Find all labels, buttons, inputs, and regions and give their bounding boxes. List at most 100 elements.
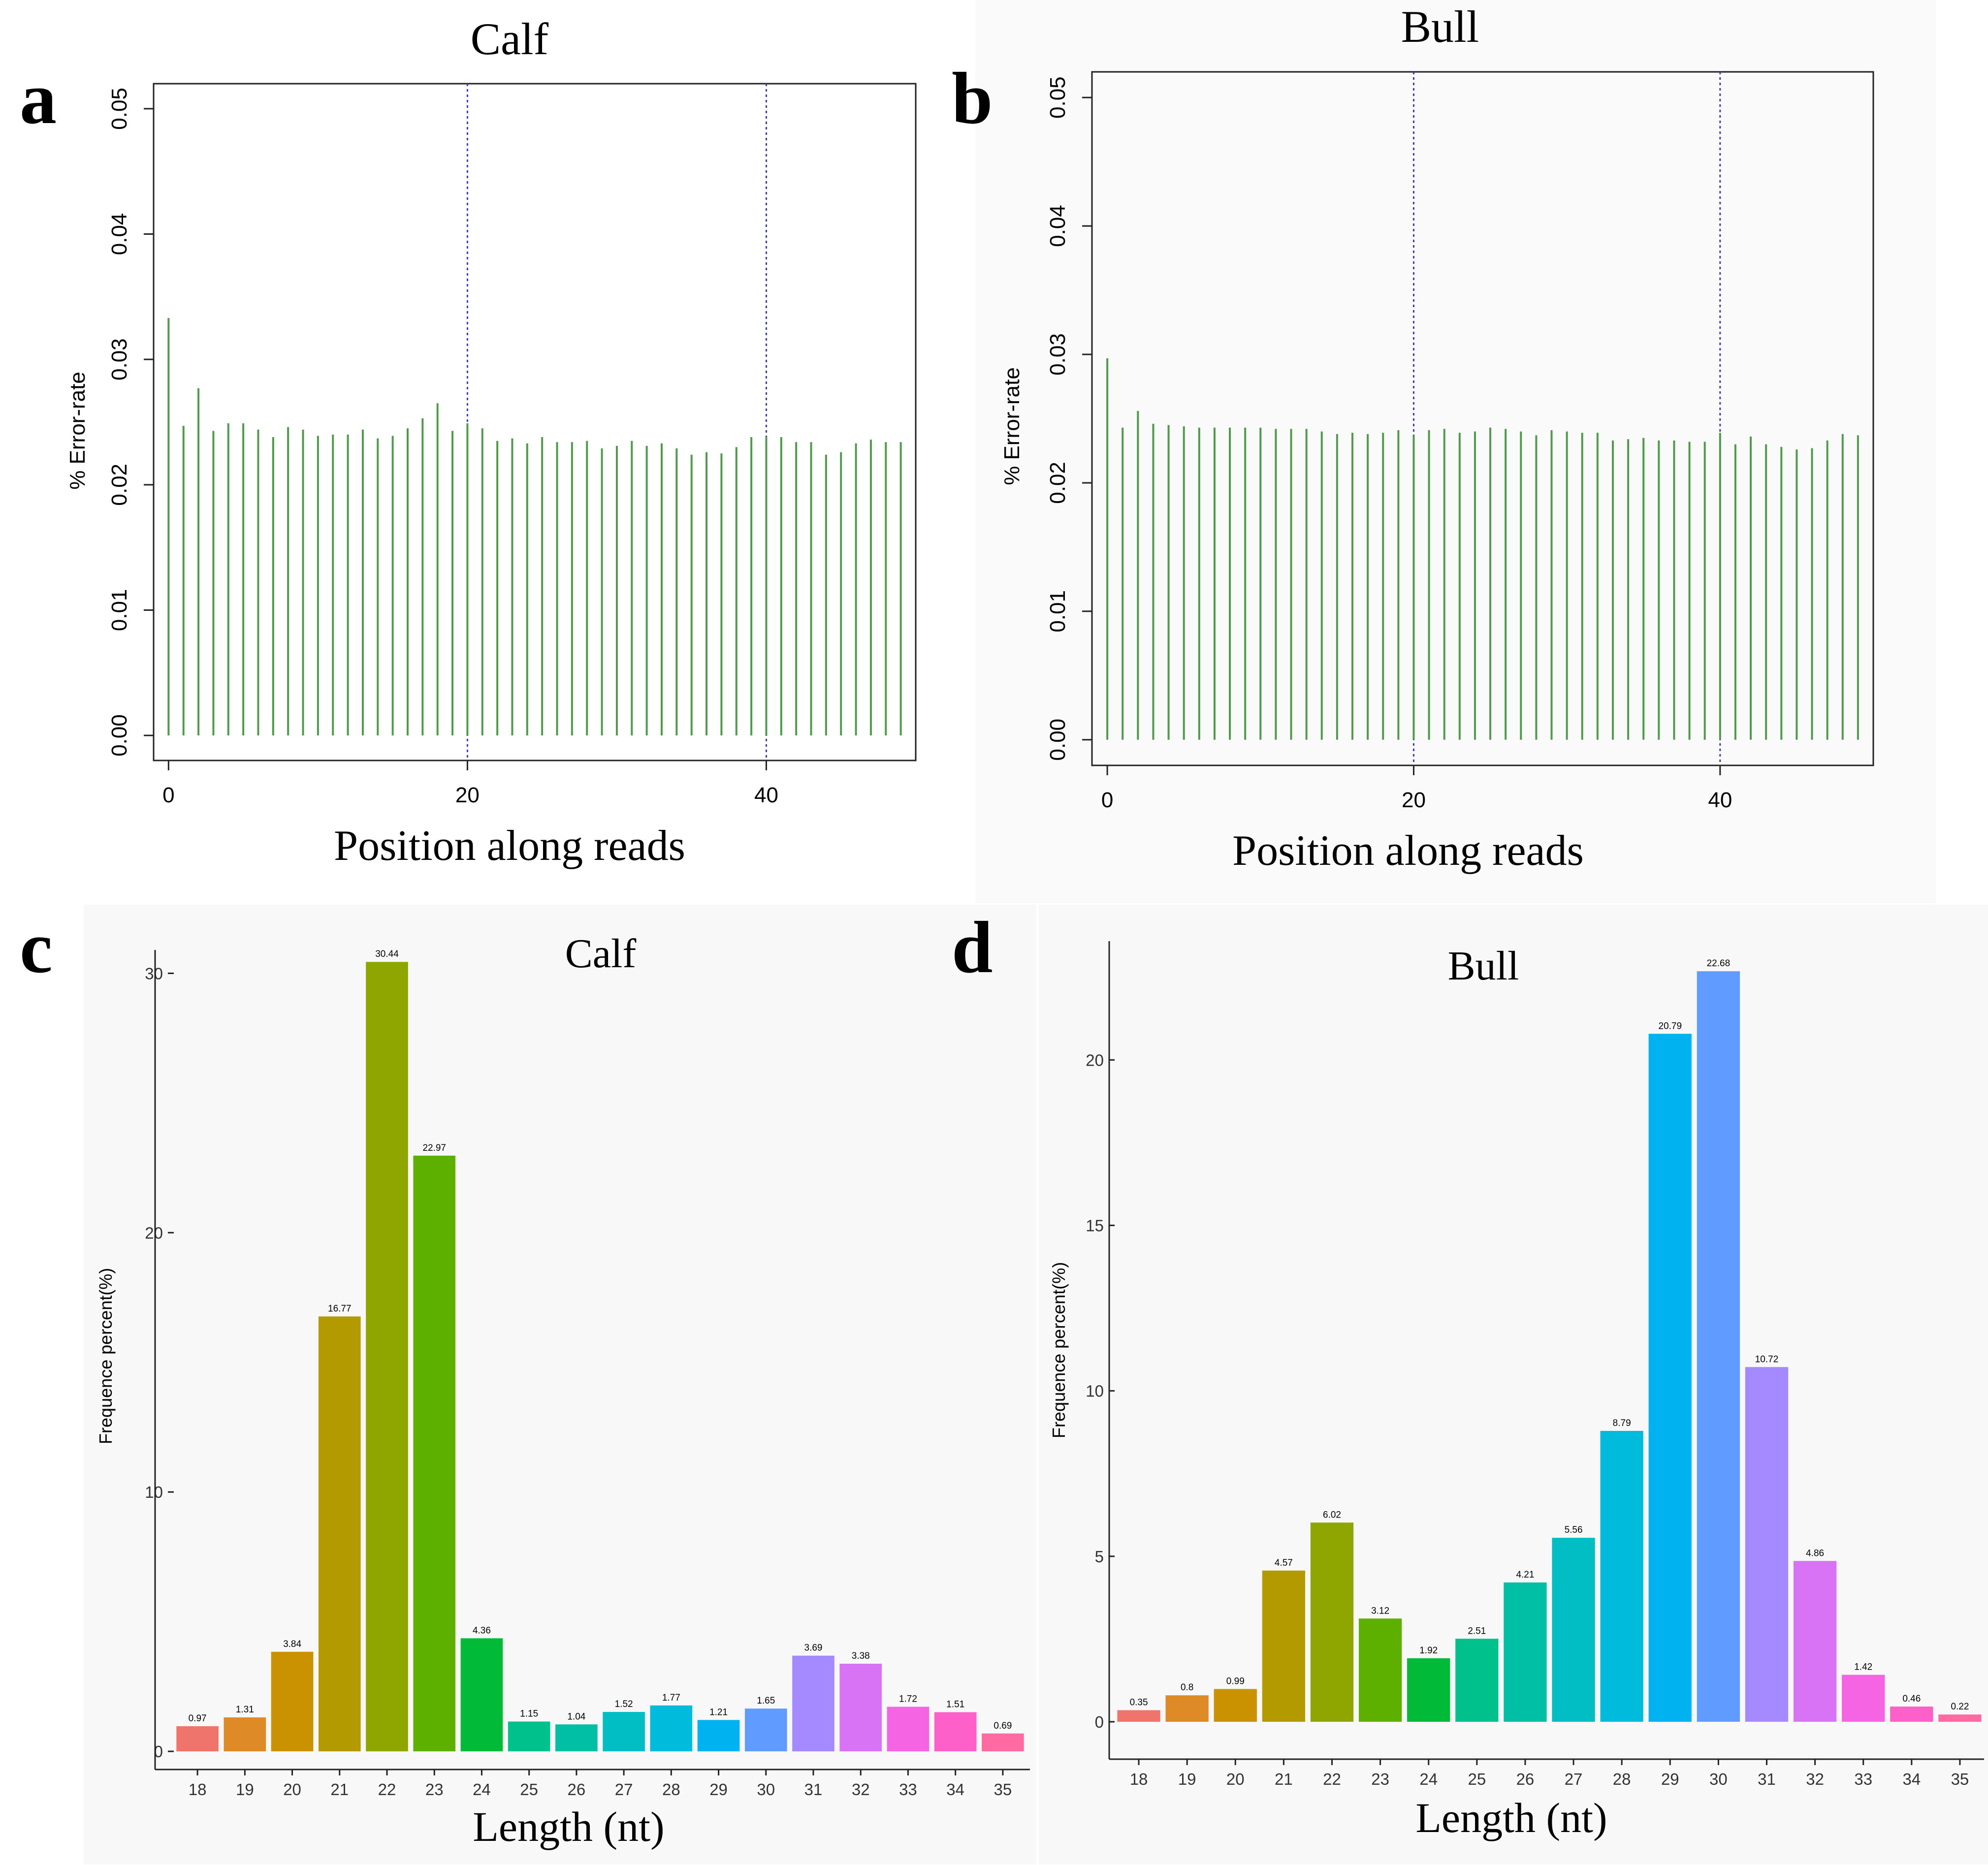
panel-c-bar-value-label: 0.69 <box>994 1721 1012 1731</box>
panel-d-bar-value-label: 0.8 <box>1181 1682 1193 1693</box>
panel-c-x-tick-label: 18 <box>189 1780 207 1799</box>
panel-b-chart: Bull 0.00 0.01 0.02 0.03 0.04 0.05 0 20 40 % Er… <box>1000 1 1874 875</box>
panel-c-bar-28 <box>650 1705 693 1752</box>
panel-c-bar-value-label: 30.44 <box>375 949 399 959</box>
panel-c-bar-24 <box>460 1638 503 1752</box>
panel-d-chart: Bull 0.35 0.8 0.99 4.57 6.02 3.12 1.92 2.51 4.21… <box>1049 941 1984 1841</box>
panel-c-bar-value-label: 1.04 <box>567 1711 585 1722</box>
panel-d-bar-29 <box>1648 1034 1692 1722</box>
panel-d-bar-21 <box>1262 1570 1306 1722</box>
panel-a-chart: Calf 0.00 0.01 0.02 0.03 0.04 0.05 0 20 40 % Er… <box>65 14 917 870</box>
panel-c-bar-33 <box>887 1707 930 1752</box>
panel-a-x-tick-label: 40 <box>754 783 778 807</box>
panel-a-x-axis-label: Position along reads <box>334 822 685 870</box>
panel-d-title: Bull <box>1448 943 1519 989</box>
panel-c-x-tick-label: 25 <box>520 1780 538 1799</box>
panel-d-x-tick-label: 21 <box>1275 1770 1293 1788</box>
panel-a-y-tick-label: 0.00 <box>107 714 131 757</box>
panel-c-bar-value-label: 16.77 <box>328 1304 352 1314</box>
panel-d-bar-value-label: 5.56 <box>1565 1525 1583 1535</box>
panel-d-bar-34 <box>1890 1707 1933 1722</box>
panel-c-bar-value-label: 1.72 <box>899 1694 917 1704</box>
panel-a-x-tick-label: 20 <box>455 783 480 807</box>
panel-c-y-tick-label: 0 <box>154 1742 163 1761</box>
panel-b-y-tick-label: 0.04 <box>1046 205 1070 247</box>
panel-c-bar-value-label: 4.36 <box>473 1625 491 1636</box>
panel-d-bar-32 <box>1793 1561 1837 1722</box>
panel-d-bar-26 <box>1504 1582 1547 1722</box>
panel-d-bar-33 <box>1842 1675 1885 1722</box>
panel-d-bar-31 <box>1745 1367 1789 1722</box>
panel-d-bar-value-label: 4.57 <box>1275 1558 1293 1568</box>
panel-b-y-tick-label: 0.02 <box>1046 462 1070 504</box>
panel-d-x-tick-label: 25 <box>1468 1770 1486 1788</box>
panel-c-y-axis-label: Frequence percent(%) <box>96 1268 116 1444</box>
panel-c-bar-26 <box>555 1724 598 1752</box>
panel-c-bar-19 <box>224 1717 266 1752</box>
panel-c-bar-27 <box>603 1712 645 1752</box>
panel-d-x-tick-label: 32 <box>1806 1770 1824 1788</box>
panel-d-bar-value-label: 10.72 <box>1755 1354 1779 1364</box>
panel-d-y-tick-label: 10 <box>1086 1382 1104 1400</box>
panel-d-letter: d <box>952 907 993 988</box>
panel-c-x-tick-label: 34 <box>946 1780 964 1799</box>
panel-b-x-tick-label: 40 <box>1708 788 1732 812</box>
panel-c-bar-value-label: 1.31 <box>236 1705 254 1715</box>
panel-d-x-tick-label: 20 <box>1226 1770 1245 1788</box>
panel-b-title: Bull <box>1401 1 1479 52</box>
panel-d-x-tick-label: 29 <box>1661 1770 1679 1788</box>
panel-d-bar-22 <box>1310 1522 1354 1722</box>
panel-d-x-tick-label: 18 <box>1130 1770 1148 1788</box>
panel-c-bar-18 <box>176 1726 219 1752</box>
panel-d-bar-value-label: 0.35 <box>1130 1697 1148 1707</box>
panel-b-y-tick-label: 0.03 <box>1046 333 1070 376</box>
panel-a-y-axis-label: % Error-rate <box>65 372 90 490</box>
panel-d-x-tick-label: 33 <box>1854 1770 1872 1788</box>
panel-d-bar-23 <box>1358 1618 1402 1722</box>
panel-c-bar-value-label: 1.52 <box>615 1699 633 1709</box>
panel-c-bar-value-label: 1.65 <box>757 1696 775 1706</box>
panel-c-bar-value-label: 3.69 <box>804 1643 823 1653</box>
panel-c-bar-value-label: 3.38 <box>852 1651 870 1661</box>
panel-d-bar-20 <box>1214 1689 1257 1722</box>
panel-c-x-tick-label: 26 <box>568 1780 586 1799</box>
panel-a-letter: a <box>20 58 57 139</box>
panel-d-x-tick-label: 24 <box>1419 1770 1438 1788</box>
panel-b-y-tick-label: 0.00 <box>1046 719 1070 761</box>
panel-d-bar-value-label: 22.68 <box>1707 958 1731 969</box>
panel-c-title: Calf <box>565 931 637 977</box>
panel-d-bar-value-label: 0.22 <box>1951 1702 1969 1712</box>
panel-c-chart: Calf 0.97 1.31 3.84 16.77 30.44 22.97 4.36 1.15… <box>96 931 1030 1850</box>
panel-c-x-tick-label: 35 <box>994 1780 1012 1799</box>
panel-d-bar-value-label: 4.86 <box>1806 1548 1824 1558</box>
panel-d-x-tick-label: 19 <box>1178 1770 1196 1788</box>
panel-d-x-tick-label: 23 <box>1371 1770 1389 1788</box>
panel-d-bar-24 <box>1407 1658 1450 1722</box>
panel-d-x-axis-label: Length (nt) <box>1415 1794 1607 1841</box>
panel-c-bar-29 <box>697 1720 740 1752</box>
panel-b-y-tick-label: 0.05 <box>1046 76 1070 119</box>
panel-d-y-tick-label: 5 <box>1095 1548 1104 1566</box>
panel-c-x-tick-label: 20 <box>283 1780 301 1799</box>
panel-d-x-tick-label: 35 <box>1951 1770 1969 1788</box>
panel-d-bar-value-label: 8.79 <box>1613 1418 1631 1428</box>
panel-d-bar-value-label: 6.02 <box>1323 1510 1341 1520</box>
panel-c-y-tick-label: 10 <box>145 1483 163 1501</box>
panel-c-bar-value-label: 1.51 <box>946 1700 964 1710</box>
panel-c-bar-22 <box>366 962 408 1752</box>
panel-d-x-tick-label: 26 <box>1516 1770 1535 1788</box>
panel-d-bar-value-label: 1.42 <box>1854 1662 1872 1673</box>
panel-d-y-axis-label: Frequence percent(%) <box>1049 1262 1069 1438</box>
panel-c-bar-value-label: 0.97 <box>189 1713 207 1724</box>
panel-c-bar-31 <box>792 1655 834 1752</box>
panel-b-x-tick-label: 20 <box>1402 788 1426 812</box>
panel-c-x-tick-label: 24 <box>473 1780 491 1799</box>
panel-d-x-tick-label: 31 <box>1758 1770 1776 1788</box>
panel-c-y-tick-label: 30 <box>145 964 163 982</box>
panel-d-y-tick-label: 20 <box>1086 1051 1104 1069</box>
panel-c-x-tick-label: 29 <box>709 1780 728 1799</box>
panel-c-x-tick-label: 19 <box>236 1780 254 1799</box>
panel-d-bar-35 <box>1938 1714 1982 1722</box>
panel-b-x-tick-label: 0 <box>1101 788 1113 812</box>
